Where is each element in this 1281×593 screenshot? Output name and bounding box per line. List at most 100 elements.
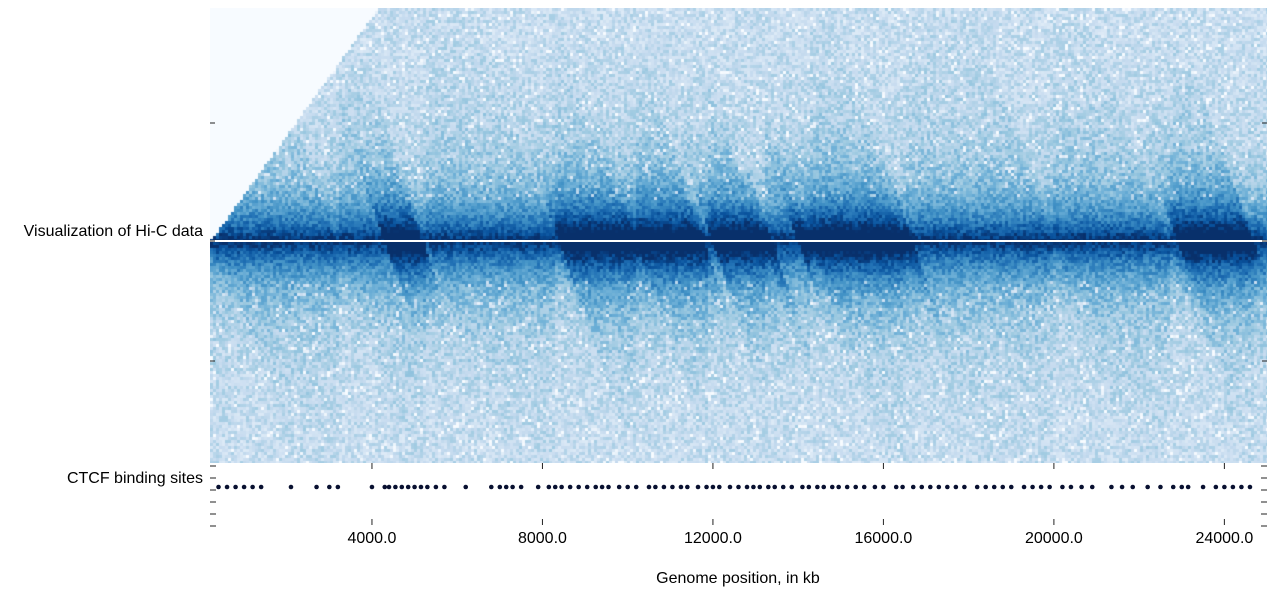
- ctcf-site-point: [433, 484, 439, 490]
- ctcf-site-point: [1060, 484, 1065, 490]
- ctcf-site-point: [1230, 484, 1236, 490]
- ctcf-site-point: [405, 484, 411, 490]
- ctcf-site-point: [1047, 484, 1052, 490]
- ctcf-site-point: [861, 484, 867, 490]
- ctcf-site-point: [1038, 484, 1044, 490]
- ctcf-site-point: [1030, 484, 1035, 490]
- ctcf-site-point: [258, 484, 264, 490]
- ctcf-site-point: [593, 484, 599, 490]
- ctcf-site-point: [369, 484, 375, 490]
- ctcf-site-point: [616, 484, 622, 490]
- ctcf-site-point: [216, 484, 221, 490]
- ctcf-site-point: [393, 484, 398, 490]
- ctcf-site-point: [900, 484, 905, 490]
- ctcf-site-point: [836, 484, 841, 490]
- ctcf-site-point: [751, 484, 756, 490]
- ctcf-site-point: [399, 484, 405, 490]
- ctcf-site-point: [241, 484, 247, 490]
- ctcf-site-point: [844, 484, 850, 490]
- ctcf-site-point: [552, 484, 558, 490]
- ctcf-site-point: [936, 484, 942, 490]
- ctcf-site-point: [224, 484, 230, 490]
- hic-panel-label: Visualization of Hi-C data: [23, 223, 203, 240]
- hic-heatmap: [210, 8, 1267, 463]
- ctcf-site-point: [772, 484, 778, 490]
- ctcf-site-point: [919, 484, 925, 490]
- ctcf-site-point: [233, 484, 238, 490]
- ctcf-site-point: [727, 484, 733, 490]
- hic-heatmap-image: [210, 8, 1267, 463]
- ctcf-site-point: [685, 484, 690, 490]
- ctcf-site-point: [670, 484, 675, 490]
- ctcf-site-point: [335, 484, 341, 490]
- ctcf-site-point: [1130, 484, 1136, 490]
- ctcf-site-point: [991, 484, 997, 490]
- ctcf-site-point: [717, 484, 722, 490]
- ctcf-site-point: [1119, 484, 1125, 490]
- ctcf-site-point: [789, 484, 795, 490]
- ctcf-site-point: [1068, 484, 1074, 490]
- ctcf-site-point: [974, 484, 980, 490]
- ctcf-site-point: [872, 484, 878, 490]
- x-tick-label: 16000.0: [854, 530, 913, 547]
- ctcf-site-point: [1185, 484, 1191, 490]
- ctcf-site-point: [1109, 484, 1114, 490]
- ctcf-site-point: [962, 484, 967, 490]
- x-axis-label: Genome position, in kb: [656, 570, 820, 587]
- ctcf-site-point: [736, 484, 741, 490]
- ctcf-site-point: [983, 484, 989, 490]
- ctcf-site-point: [910, 484, 916, 490]
- ctcf-site-point: [442, 484, 447, 490]
- ctcf-panel-label: CTCF binding sites: [66, 470, 203, 487]
- ctcf-site-point: [678, 484, 684, 490]
- ctcf-site-point: [1021, 484, 1027, 490]
- ctcf-site-point: [1239, 484, 1244, 490]
- ctcf-site-point: [425, 484, 430, 490]
- ctcf-site-point: [1170, 484, 1176, 490]
- ctcf-site-point: [463, 484, 469, 490]
- x-tick-label: 8000.0: [517, 530, 567, 547]
- ctcf-site-point: [1079, 484, 1084, 490]
- ctcf-site-point: [510, 484, 515, 490]
- ctcf-site-point: [1200, 484, 1206, 490]
- ctcf-site-point: [599, 484, 605, 490]
- ctcf-site-point: [945, 484, 950, 490]
- ctcf-site-point: [1145, 484, 1150, 490]
- ctcf-site-point: [1008, 484, 1014, 490]
- ctcf-site-point: [661, 484, 667, 490]
- ctcf-track: [216, 484, 1253, 490]
- ctcf-site-point: [250, 484, 255, 490]
- ctcf-site-point: [386, 484, 392, 490]
- ctcf-site-point: [815, 484, 820, 490]
- ctcf-site-point: [806, 484, 812, 490]
- ctcf-site-point: [821, 484, 827, 490]
- ctcf-site-point: [314, 484, 319, 490]
- ctcf-site-point: [625, 484, 630, 490]
- ctcf-site-point: [800, 484, 805, 490]
- ctcf-site-point: [780, 484, 786, 490]
- ctcf-site-point: [744, 484, 750, 490]
- ctcf-site-point: [829, 484, 835, 490]
- ctcf-site-point: [633, 484, 639, 490]
- ctcf-site-point: [927, 484, 933, 490]
- ctcf-site-point: [488, 484, 494, 490]
- ctcf-site-point: [757, 484, 763, 490]
- ctcf-site-point: [710, 484, 716, 490]
- ctcf-site-point: [497, 484, 503, 490]
- ctcf-site-point: [584, 484, 590, 490]
- ctcf-site-point: [327, 484, 332, 490]
- ctcf-site-point: [418, 484, 424, 490]
- ctcf-site-point: [1000, 484, 1006, 490]
- ctcf-site-point: [518, 484, 524, 490]
- ctcf-site-point: [576, 484, 581, 490]
- x-tick-label: 12000.0: [684, 530, 742, 547]
- ctcf-site-point: [546, 484, 552, 490]
- ctcf-site-point: [535, 484, 541, 490]
- ctcf-site-point: [1222, 484, 1227, 490]
- axes: [210, 122, 1267, 527]
- ctcf-site-point: [853, 484, 859, 490]
- ctcf-site-point: [653, 484, 658, 490]
- ctcf-site-point: [412, 484, 417, 490]
- ctcf-site-point: [881, 484, 886, 490]
